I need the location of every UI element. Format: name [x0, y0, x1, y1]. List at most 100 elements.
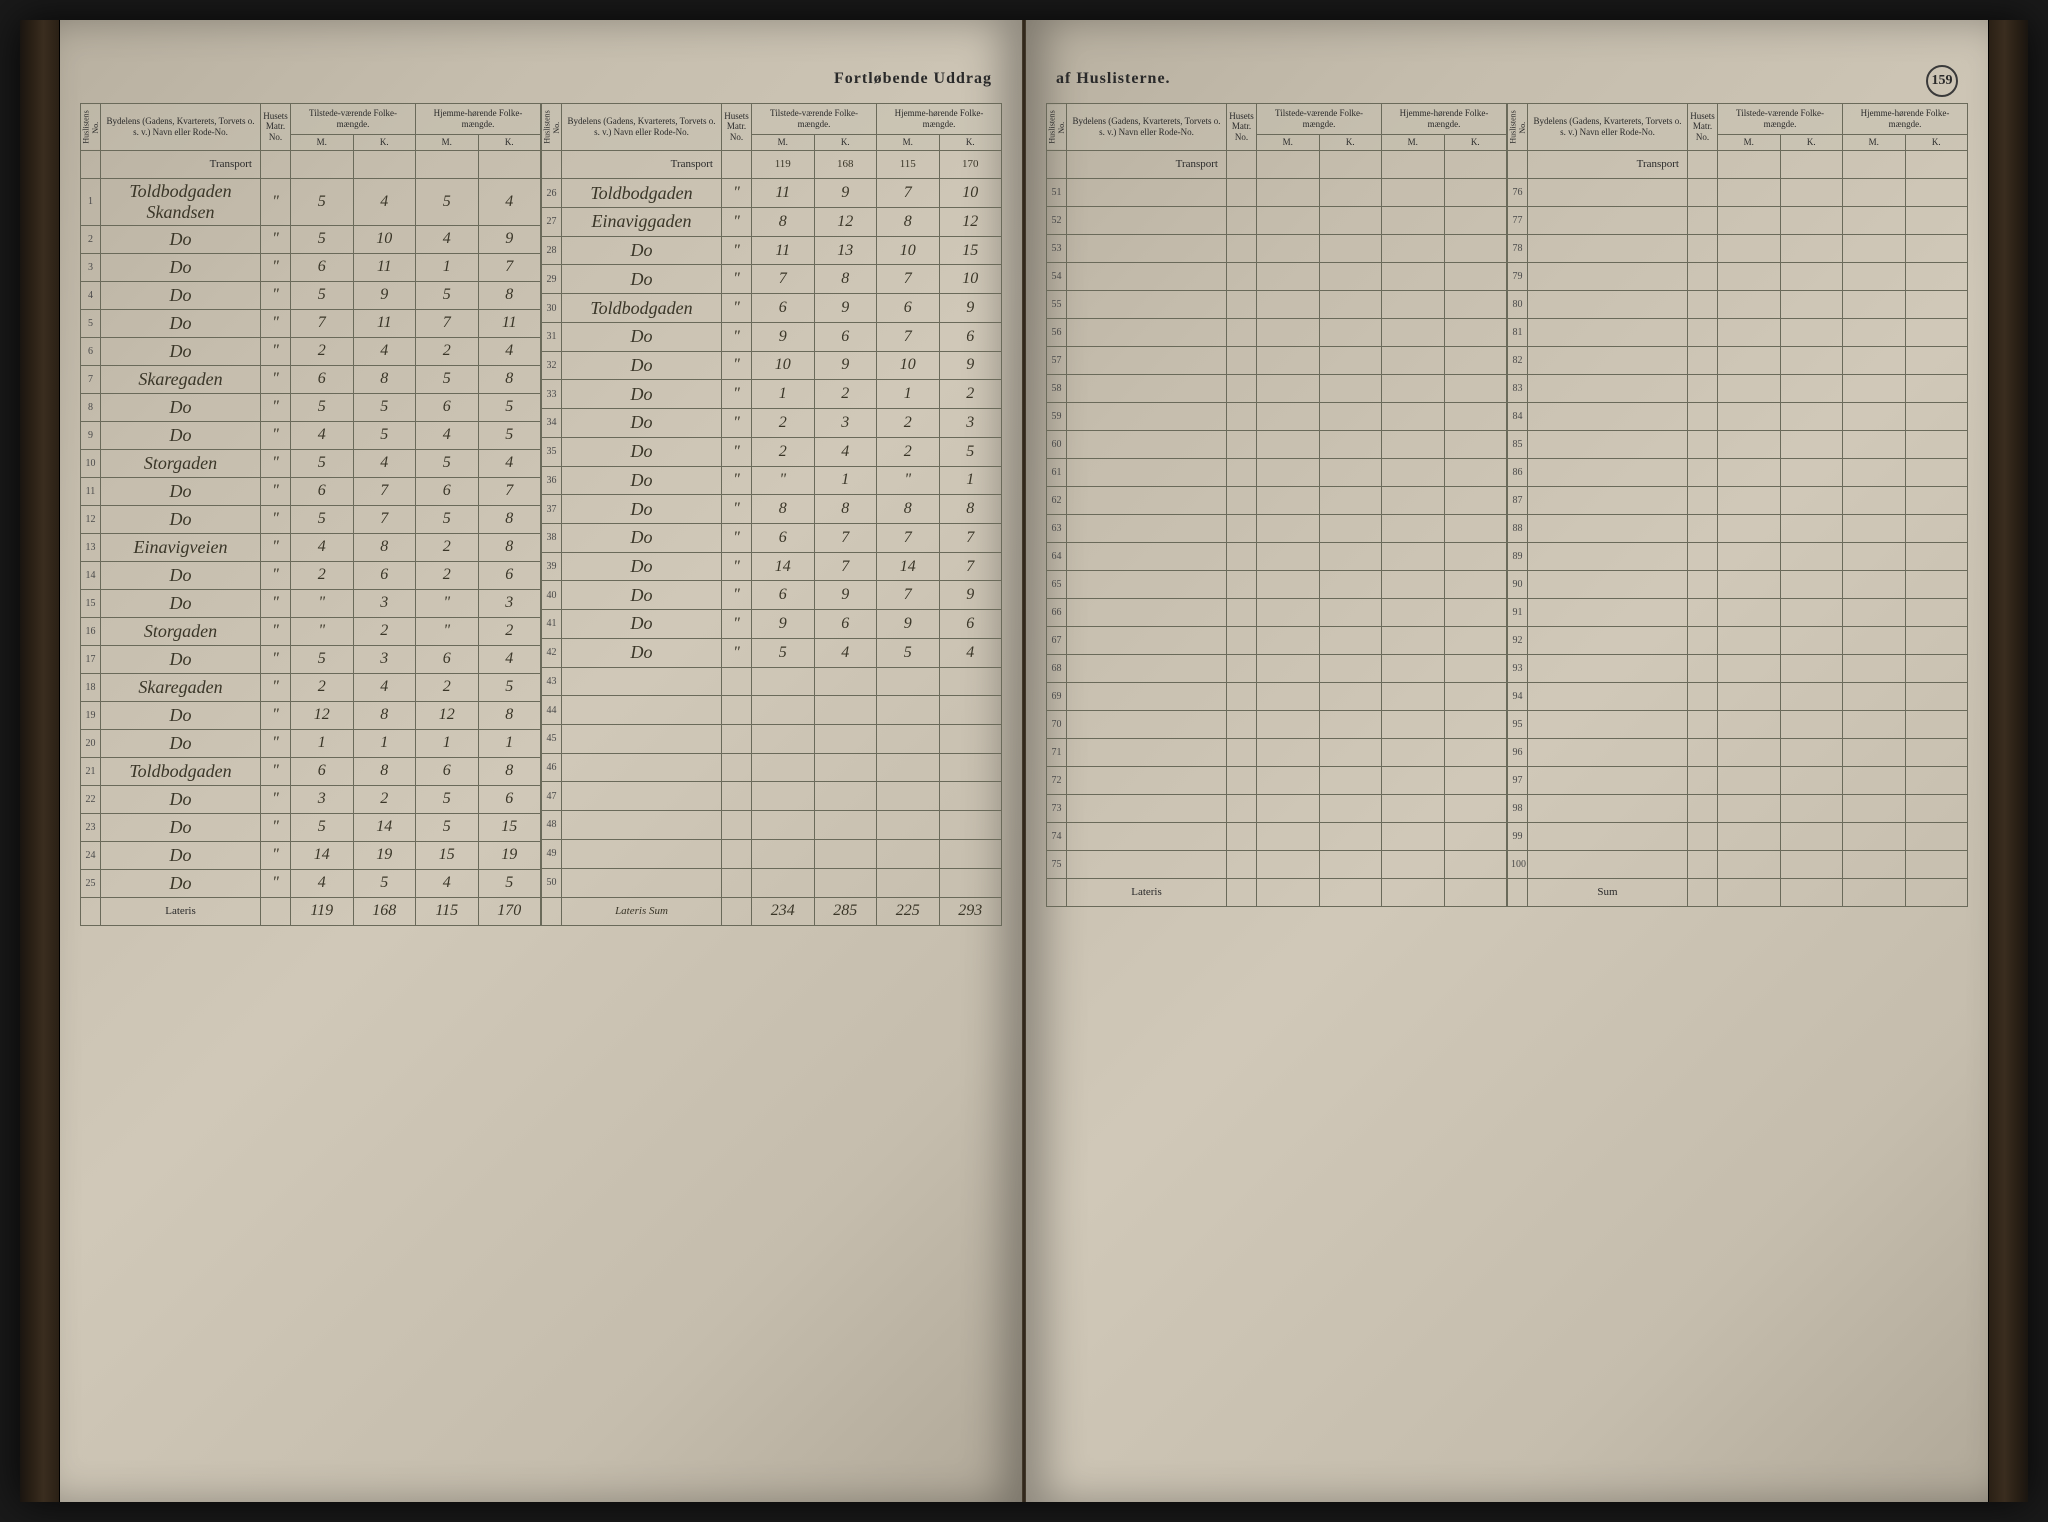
transport-label: Transport	[101, 150, 261, 178]
row-name: Do	[562, 265, 722, 294]
col-header-hjemme: Hjemme-hørende Folke-mængde.	[1843, 104, 1968, 135]
table-row: 91	[1508, 598, 1968, 626]
table-row: 40 Do " 6 9 7 9	[542, 581, 1002, 610]
row-name	[1528, 318, 1688, 346]
table-row: 31 Do " 9 6 7 6	[542, 322, 1002, 351]
row-matr	[1688, 206, 1718, 234]
row-hm	[1843, 682, 1906, 710]
table-row: 29 Do " 7 8 7 10	[542, 265, 1002, 294]
row-name	[1067, 570, 1227, 598]
table-row: 95	[1508, 710, 1968, 738]
row-no: 59	[1047, 402, 1067, 430]
row-matr	[1688, 822, 1718, 850]
row-tk	[1319, 234, 1382, 262]
row-no: 91	[1508, 598, 1528, 626]
row-no: 88	[1508, 514, 1528, 542]
row-name: Do	[562, 437, 722, 466]
row-hm	[1843, 570, 1906, 598]
row-name	[1067, 402, 1227, 430]
row-hk	[1905, 486, 1968, 514]
row-matr	[1688, 542, 1718, 570]
row-tk	[1780, 598, 1843, 626]
transport-label: Transport	[1528, 150, 1688, 178]
row-name	[1528, 486, 1688, 514]
row-hm	[1382, 766, 1445, 794]
row-no: 13	[81, 533, 101, 561]
row-hm	[1382, 514, 1445, 542]
table-row: 32 Do " 10 9 10 9	[542, 351, 1002, 380]
col-header-m: M.	[291, 134, 354, 150]
row-tm	[1718, 794, 1781, 822]
col-header-k: K.	[939, 134, 1002, 150]
transport-label: Transport	[1067, 150, 1227, 178]
row-hm: 5	[416, 449, 479, 477]
row-tk: 8	[814, 265, 877, 294]
row-matr: "	[722, 208, 752, 237]
row-hm: 6	[416, 645, 479, 673]
row-tm: 5	[291, 505, 354, 533]
table-row: 6 Do " 2 4 2 4	[81, 337, 541, 365]
table-row: 88	[1508, 514, 1968, 542]
row-name	[1528, 430, 1688, 458]
col-header-k: K.	[353, 134, 416, 150]
row-hm: 6	[416, 757, 479, 785]
row-hk	[1905, 206, 1968, 234]
row-tm: 6	[291, 253, 354, 281]
page-title-left: Fortløbende Uddrag	[80, 70, 1002, 88]
row-tk: 4	[353, 178, 416, 225]
row-hk	[1905, 430, 1968, 458]
table-row: 73	[1047, 794, 1507, 822]
row-hk	[1444, 514, 1507, 542]
lateris-row: Lateris	[1047, 878, 1507, 906]
row-hm	[1843, 542, 1906, 570]
table-row: 97	[1508, 766, 1968, 794]
row-name	[1528, 346, 1688, 374]
table-row: 5 Do " 7 11 7 11	[81, 309, 541, 337]
row-hm	[1382, 626, 1445, 654]
row-no: 24	[81, 841, 101, 869]
row-tk	[1780, 654, 1843, 682]
row-matr: "	[261, 729, 291, 757]
row-hm: 6	[416, 477, 479, 505]
row-hk	[939, 724, 1002, 753]
row-no: 4	[81, 281, 101, 309]
row-hm	[1382, 374, 1445, 402]
row-no: 36	[542, 466, 562, 495]
row-hk	[1444, 570, 1507, 598]
table-row: 23 Do " 5 14 5 15	[81, 813, 541, 841]
col-header-bydelens: Bydelens (Gadens, Kvarterets, Torvets o.…	[1528, 104, 1688, 151]
table-row: 8 Do " 5 5 6 5	[81, 393, 541, 421]
row-tm	[752, 811, 815, 840]
row-no: 93	[1508, 654, 1528, 682]
right-page: 159 af Huslisterne. Huslistens No. Bydel…	[1026, 20, 1988, 1502]
row-matr	[1688, 346, 1718, 374]
row-tk: 8	[353, 533, 416, 561]
table-row: 81	[1508, 318, 1968, 346]
row-tm	[1257, 514, 1320, 542]
row-name	[1067, 458, 1227, 486]
row-matr	[1227, 654, 1257, 682]
row-hm	[877, 868, 940, 897]
row-matr	[722, 696, 752, 725]
ledger-section-4: Huslistens No. Bydelens (Gadens, Kvarter…	[1507, 103, 1968, 907]
row-matr	[722, 753, 752, 782]
row-name	[1067, 234, 1227, 262]
table-row: 57	[1047, 346, 1507, 374]
table-row: 100	[1508, 850, 1968, 878]
table-row: 85	[1508, 430, 1968, 458]
row-hm	[1843, 766, 1906, 794]
row-tm: 6	[291, 365, 354, 393]
row-hk: 8	[939, 495, 1002, 524]
row-tk	[1319, 794, 1382, 822]
row-tk	[814, 724, 877, 753]
table-row: 64	[1047, 542, 1507, 570]
row-name	[1067, 430, 1227, 458]
col-header-m: M.	[1718, 134, 1781, 150]
row-name: Do	[101, 645, 261, 673]
row-tk	[1319, 402, 1382, 430]
row-tk: 9	[814, 581, 877, 610]
row-matr	[1227, 570, 1257, 598]
row-tm	[752, 667, 815, 696]
row-hk	[1905, 794, 1968, 822]
row-hm: 5	[416, 505, 479, 533]
